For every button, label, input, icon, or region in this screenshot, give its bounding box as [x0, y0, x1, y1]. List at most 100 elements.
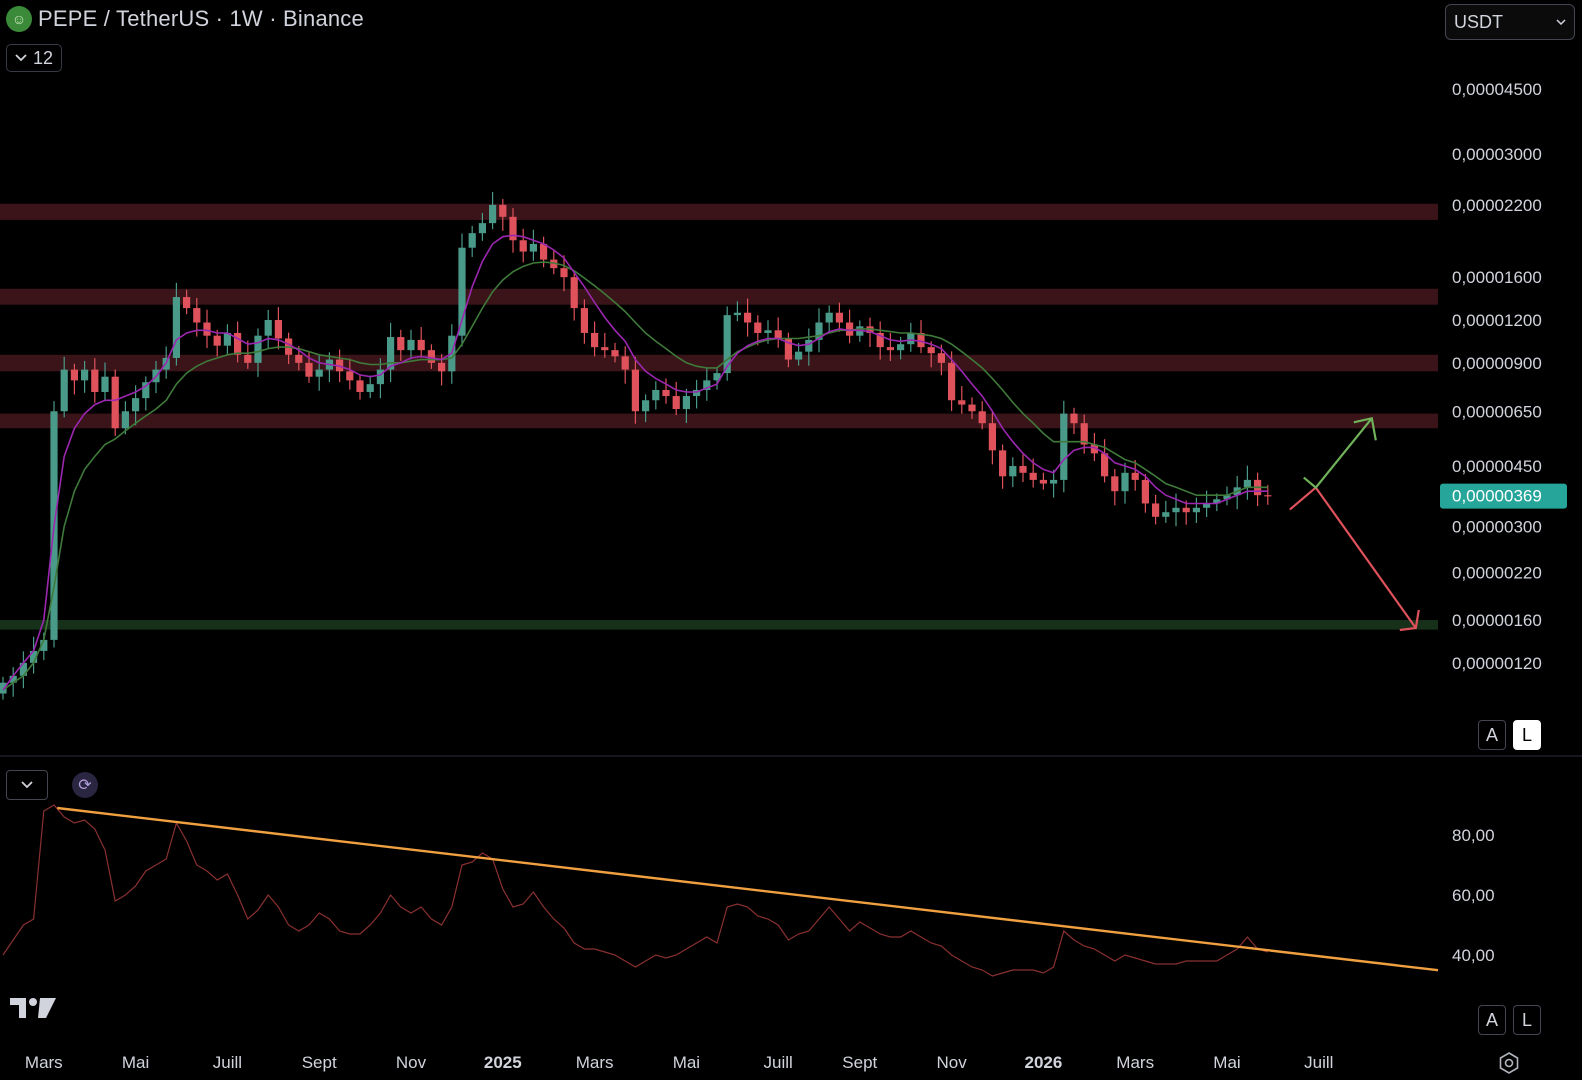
- candle-body: [223, 332, 231, 346]
- refresh-icon[interactable]: ⟳: [72, 772, 98, 798]
- price-axis-label: 0,00001200: [1452, 311, 1542, 330]
- price-axis-label: 0,00000220: [1452, 564, 1542, 583]
- chart-header: ☺ PEPE / TetherUS · 1W · Binance: [6, 6, 364, 32]
- candle: [223, 324, 231, 355]
- candle-body: [713, 373, 721, 381]
- candle-body: [315, 369, 323, 377]
- candle: [927, 341, 935, 368]
- arrow-down-shaft: [1314, 486, 1417, 629]
- candle-body: [1162, 512, 1170, 517]
- log-scale-button[interactable]: L: [1513, 720, 1541, 750]
- candle-body: [121, 411, 129, 429]
- candle: [407, 329, 415, 360]
- candle: [978, 401, 986, 430]
- candle-body: [662, 389, 670, 397]
- candle: [234, 321, 242, 363]
- candle: [244, 340, 252, 369]
- candle-body: [19, 662, 27, 676]
- candle-body: [907, 332, 915, 345]
- candle-body: [876, 332, 884, 348]
- rsi-collapse-button[interactable]: [6, 770, 48, 800]
- candle: [499, 199, 507, 231]
- candle-body: [91, 369, 99, 392]
- price-axis: 0,00004500 0,00003000 0,00002200 0,00001600…: [1440, 80, 1567, 673]
- candle: [601, 332, 609, 358]
- candle: [713, 367, 721, 390]
- currency-select[interactable]: USDT: [1445, 4, 1575, 40]
- auto-scale-button[interactable]: A: [1478, 720, 1506, 750]
- candle-body: [764, 330, 772, 333]
- time-axis-label: Juill: [213, 1053, 242, 1072]
- candle: [142, 376, 150, 411]
- candle: [805, 328, 813, 366]
- symbol-title[interactable]: PEPE / TetherUS · 1W · Binance: [38, 6, 364, 31]
- rsi-axis-label: 60,00: [1452, 886, 1495, 905]
- candle-body: [499, 204, 507, 217]
- candle-body: [1009, 466, 1017, 477]
- candle-body: [1182, 507, 1190, 513]
- candle-body: [1080, 423, 1088, 445]
- candle-body: [70, 369, 78, 381]
- candle-body: [111, 376, 119, 429]
- candle-body: [427, 350, 435, 363]
- candle: [1162, 500, 1170, 523]
- candle: [356, 374, 364, 400]
- candle-body: [580, 308, 588, 333]
- candle: [580, 299, 588, 344]
- candle: [529, 229, 537, 261]
- candle-body: [825, 312, 833, 323]
- candle: [662, 378, 670, 404]
- candle-body: [611, 350, 619, 357]
- current-price-label: 0,00000369: [1452, 487, 1542, 506]
- candle-body: [193, 308, 201, 323]
- candle-body: [631, 369, 639, 412]
- resistance-zone-3: [0, 413, 1438, 429]
- candle: [1131, 459, 1139, 491]
- rsi-log-scale-button[interactable]: L: [1513, 1005, 1541, 1035]
- tradingview-logo[interactable]: [10, 996, 58, 1020]
- candle-body: [1141, 479, 1149, 504]
- candle-body: [203, 322, 211, 336]
- rsi-axis-label: 80,00: [1452, 826, 1495, 845]
- resistance-zone-2: [0, 354, 1438, 372]
- indicators-toggle[interactable]: 12: [6, 44, 63, 72]
- candle: [1152, 494, 1160, 525]
- candle: [693, 379, 701, 409]
- candle-body: [1213, 499, 1221, 504]
- candle-body: [948, 362, 956, 401]
- candle-body: [917, 332, 925, 348]
- candle: [733, 301, 741, 322]
- time-axis-label: Juill: [764, 1053, 793, 1072]
- candle: [672, 381, 680, 416]
- candle: [1101, 439, 1109, 483]
- candle-body: [784, 338, 792, 360]
- candle: [346, 358, 354, 390]
- chevron-down-icon: [15, 54, 27, 62]
- candle-body: [40, 639, 48, 651]
- gear-icon[interactable]: [1498, 1052, 1520, 1074]
- candle-body: [346, 371, 354, 381]
- candle: [254, 328, 262, 377]
- rsi-auto-scale-button[interactable]: A: [1478, 1005, 1506, 1035]
- candle: [387, 322, 395, 383]
- candle: [91, 358, 99, 403]
- candle-body: [81, 369, 89, 381]
- candle-body: [1019, 466, 1027, 473]
- candle: [815, 308, 823, 353]
- candle: [846, 309, 854, 344]
- candle: [274, 307, 282, 350]
- candle: [1213, 493, 1221, 512]
- time-axis-label: Sept: [302, 1053, 337, 1072]
- candle-body: [540, 243, 548, 260]
- candle: [213, 329, 221, 357]
- candle: [795, 343, 803, 366]
- rsi-axis: 80,00 60,00 40,00: [1452, 826, 1495, 965]
- candle: [489, 192, 497, 230]
- candle-body: [356, 380, 364, 392]
- candle-body: [1131, 472, 1139, 480]
- candle: [0, 676, 7, 700]
- candle-body: [1192, 507, 1200, 513]
- candle-body: [438, 362, 446, 372]
- candle-body: [1070, 413, 1078, 424]
